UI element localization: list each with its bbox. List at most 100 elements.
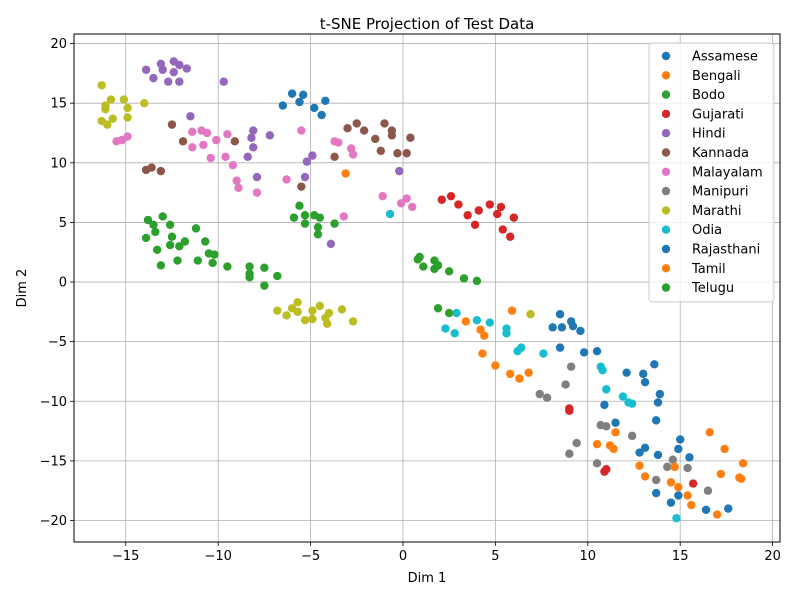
data-point-odia [502, 329, 511, 338]
data-point-hindi [252, 172, 262, 182]
data-point-manipuri [561, 380, 570, 389]
data-point-hindi [164, 77, 173, 86]
data-point-telugu [245, 262, 254, 271]
data-point-hindi [175, 60, 184, 70]
data-point-odia [517, 343, 526, 352]
data-point-hindi [149, 73, 158, 83]
legend-marker [661, 71, 671, 80]
data-point-bodo [208, 258, 217, 268]
data-point-marathi [526, 310, 535, 319]
legend-label: Assamese [692, 50, 758, 65]
data-point-manipuri [651, 475, 661, 485]
data-point-telugu [444, 308, 454, 318]
data-point-odia [672, 513, 681, 523]
data-point-kannada [393, 149, 402, 158]
data-point-assamese [317, 110, 326, 120]
data-point-telugu [300, 211, 310, 220]
x-tick-label: 20 [764, 549, 781, 564]
series-kannada [141, 119, 415, 191]
data-point-manipuri [683, 463, 692, 473]
data-point-rajasthani [651, 416, 661, 425]
data-point-assamese [278, 101, 288, 110]
data-point-bodo [175, 242, 184, 251]
data-point-tamil [640, 472, 650, 481]
y-axis-label: Dim 2 [15, 269, 30, 308]
legend-label: Tamil [691, 262, 726, 277]
data-point-kannada [330, 152, 339, 162]
legend-label: Hindi [692, 127, 726, 142]
data-point-hindi [243, 152, 252, 162]
legend-label: Manipuri [692, 185, 748, 200]
data-point-rajasthani [685, 453, 694, 462]
data-point-hindi [308, 151, 317, 160]
y-tick-label: 5 [59, 216, 67, 231]
data-point-rajasthani [622, 368, 631, 377]
data-point-odia [385, 209, 395, 219]
series-marathi [97, 81, 535, 328]
legend-label: Rajasthani [692, 243, 760, 258]
data-point-hindi [158, 65, 167, 74]
data-point-gujarati [600, 467, 609, 476]
data-point-marathi [324, 308, 334, 318]
data-point-hindi [186, 112, 195, 121]
data-point-telugu [300, 219, 310, 228]
data-point-rajasthani [600, 400, 609, 410]
data-point-manipuri [535, 389, 544, 399]
plot-frame [73, 33, 781, 543]
data-point-malayalam [396, 199, 406, 208]
data-point-bodo [141, 233, 151, 243]
data-point-hindi [249, 143, 258, 152]
data-point-malayalam [188, 143, 197, 152]
data-point-marathi [308, 314, 317, 324]
data-point-marathi [322, 319, 332, 328]
series-tamil [592, 428, 748, 519]
data-point-bodo [143, 215, 153, 225]
data-point-malayalam [123, 132, 132, 141]
y-tick-label: −20 [40, 514, 67, 529]
y-tick-label: −5 [48, 335, 67, 350]
data-point-marathi [337, 305, 347, 314]
series-bodo [141, 212, 232, 271]
data-point-malayalam [234, 183, 243, 193]
data-point-marathi [315, 301, 325, 311]
data-point-gujarati [688, 479, 698, 488]
data-point-rajasthani [557, 323, 567, 332]
data-points [97, 57, 748, 523]
y-tick-label: 15 [50, 97, 67, 112]
data-point-tamil [705, 428, 714, 437]
x-tick-label: 10 [580, 549, 597, 564]
series-telugu [245, 201, 482, 318]
data-point-malayalam [202, 128, 212, 138]
data-point-gujarati [437, 195, 446, 204]
data-point-marathi [293, 307, 302, 317]
legend-marker [661, 186, 671, 196]
data-point-marathi [140, 98, 149, 108]
data-point-manipuri [592, 459, 602, 468]
legend-marker [661, 109, 671, 119]
data-point-malayalam [188, 127, 197, 136]
data-point-rajasthani [579, 348, 589, 357]
data-point-telugu [289, 213, 299, 222]
data-point-tamil [738, 459, 748, 468]
legend-marker [661, 129, 671, 138]
data-point-kannada [178, 137, 188, 146]
x-axis-label: Dim 1 [408, 571, 447, 586]
data-point-malayalam [378, 191, 387, 201]
legend-marker [661, 148, 671, 157]
data-point-marathi [293, 298, 302, 307]
data-point-marathi [106, 95, 116, 104]
data-point-telugu [295, 201, 304, 210]
data-point-telugu [273, 271, 282, 281]
data-point-manipuri [627, 431, 637, 441]
series-assamese [278, 89, 330, 120]
data-point-kannada [147, 163, 156, 172]
legend-marker [661, 51, 671, 61]
data-point-malayalam [252, 188, 262, 197]
data-point-bengali [461, 317, 471, 326]
data-point-rajasthani [701, 505, 711, 515]
legend-marker [661, 90, 671, 99]
data-point-rajasthani [655, 389, 665, 399]
data-point-hindi [249, 126, 258, 135]
data-point-malayalam [402, 194, 411, 203]
data-point-tamil [611, 428, 620, 437]
